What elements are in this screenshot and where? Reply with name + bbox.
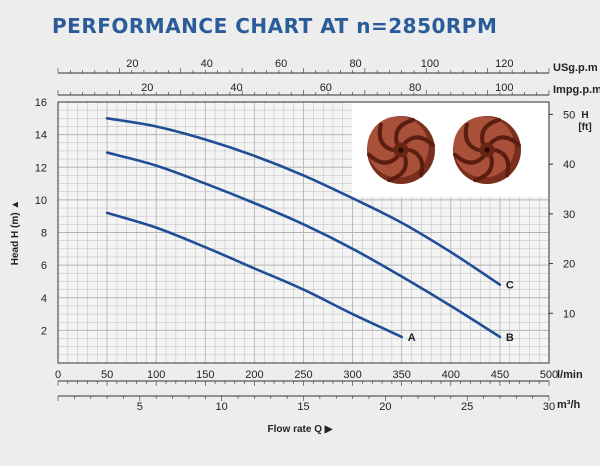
impeller-vane <box>493 148 511 178</box>
y-tick-label-m: 16 <box>35 97 47 109</box>
usgpm-tick-label: 80 <box>349 58 361 70</box>
lmin-tick-label: 350 <box>393 369 411 381</box>
impeller-vane <box>453 152 485 165</box>
y-axis-label: Head H (m) ▲ <box>10 200 21 265</box>
curve-A <box>105 211 403 339</box>
y-tick-label-m: 2 <box>41 325 47 337</box>
impgpm-tick-label: 20 <box>141 82 153 94</box>
lmin-unit-label: l/min <box>557 369 583 381</box>
y-tick-label-m: 4 <box>41 293 47 305</box>
y2-axis-label-h: H <box>581 110 588 121</box>
usgpm-tick-label: 40 <box>201 58 213 70</box>
impeller-vane <box>480 117 501 145</box>
lmin-tick-label: 0 <box>55 369 61 381</box>
m3h-tick-label: 20 <box>379 401 391 413</box>
usgpm-unit-label: USg.p.m <box>553 62 598 74</box>
impeller-bore <box>484 147 490 153</box>
curve-label-A: A <box>408 332 416 344</box>
curve-C <box>105 117 502 286</box>
y2-tick-label-ft: 30 <box>563 209 575 221</box>
impeller-vane <box>489 135 521 148</box>
impgpm-tick-label: 40 <box>230 82 242 94</box>
impeller-vane <box>377 122 395 152</box>
impeller-vane <box>367 152 399 165</box>
y2-tick-label-ft: 20 <box>563 259 575 271</box>
y-tick-label-m: 6 <box>41 260 47 272</box>
m3h-tick-label: 5 <box>137 401 143 413</box>
plot-frame <box>57 101 550 364</box>
impeller-vane <box>394 117 415 145</box>
usgpm-tick-label: 60 <box>275 58 287 70</box>
y-tick-label-m: 10 <box>35 195 47 207</box>
impeller-vane <box>473 155 494 183</box>
m3h-tick-label: 15 <box>297 401 309 413</box>
impgpm-tick-label: 60 <box>320 82 332 94</box>
lmin-tick-label: 300 <box>343 369 361 381</box>
y2-axis-label-unit: [ft] <box>578 122 591 133</box>
lmin-tick-label: 250 <box>294 369 312 381</box>
lmin-tick-label: 150 <box>196 369 214 381</box>
lmin-tick-label: 450 <box>491 369 509 381</box>
impgpm-unit-label: Impg.p.m <box>553 84 600 96</box>
m3h-unit-label: m³/h <box>557 399 581 411</box>
impeller-vane <box>403 135 435 148</box>
m3h-tick-label: 30 <box>543 401 555 413</box>
impgpm-tick-label: 100 <box>495 82 513 94</box>
impeller-vane <box>463 122 481 152</box>
curve-B <box>105 151 502 339</box>
y-tick-label-m: 12 <box>35 162 47 174</box>
lmin-tick-label: 500 <box>540 369 558 381</box>
impeller-bore <box>398 147 404 153</box>
curve-label-B: B <box>506 332 514 344</box>
x-axis-label: Flow rate Q ▶ <box>268 424 334 435</box>
y2-tick-label-ft: 10 <box>563 308 575 320</box>
lmin-tick-label: 100 <box>147 369 165 381</box>
usgpm-tick-label: 120 <box>495 58 513 70</box>
m3h-tick-label: 10 <box>216 401 228 413</box>
impeller-vane <box>407 148 425 178</box>
y-tick-label-m: 14 <box>35 130 47 142</box>
lmin-tick-label: 200 <box>245 369 263 381</box>
usgpm-tick-label: 20 <box>126 58 138 70</box>
y2-tick-label-ft: 40 <box>563 159 575 171</box>
usgpm-tick-label: 100 <box>421 58 439 70</box>
impgpm-tick-label: 80 <box>409 82 421 94</box>
lmin-tick-label: 50 <box>101 369 113 381</box>
chart-title: PERFORMANCE CHART AT n=2850RPM <box>52 14 498 38</box>
impeller-right <box>453 116 521 184</box>
y2-tick-label-ft: 50 <box>563 109 575 121</box>
lmin-tick-label: 400 <box>442 369 460 381</box>
impeller-left <box>367 116 435 184</box>
y-tick-label-m: 8 <box>41 228 47 240</box>
impeller-vane <box>387 155 408 183</box>
curve-label-C: C <box>506 280 514 292</box>
m3h-tick-label: 25 <box>461 401 473 413</box>
